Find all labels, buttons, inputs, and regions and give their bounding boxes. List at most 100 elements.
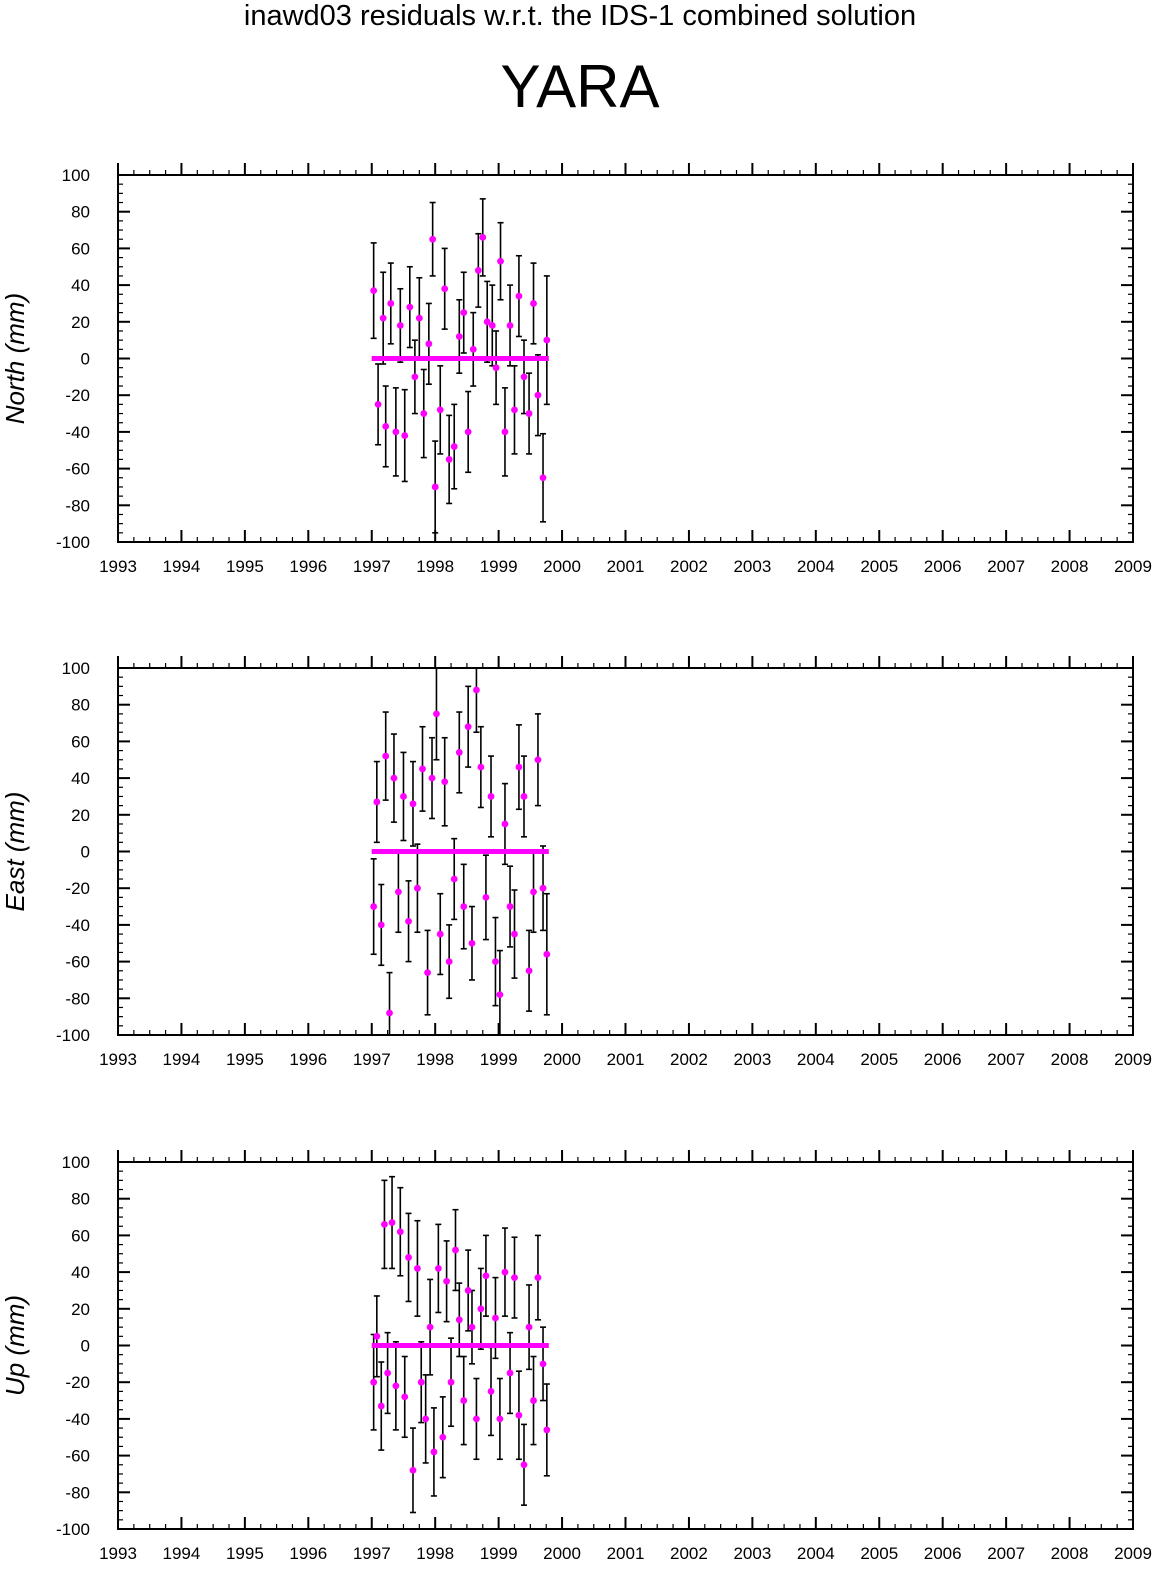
east-x-tick-label: 2000	[543, 1050, 581, 1069]
up-data-point	[396, 1228, 404, 1236]
east-data-point	[419, 765, 426, 773]
north-x-tick-label: 1993	[99, 557, 137, 576]
east-x-tick-label: 1996	[289, 1050, 327, 1069]
east-y-tick-label: 80	[71, 696, 90, 715]
up-data-point	[381, 1220, 388, 1228]
up-data-point	[388, 1219, 396, 1226]
east-data-point	[428, 774, 436, 782]
up-y-tick-label: 60	[71, 1226, 90, 1245]
up-data-point	[434, 1265, 442, 1272]
up-data-point	[392, 1382, 400, 1390]
north-data-point	[511, 406, 518, 414]
north-x-tick-label: 1999	[480, 557, 518, 576]
north-x-tick-label: 2008	[1051, 557, 1089, 576]
north-x-tick-label: 2001	[607, 557, 645, 576]
east-data-layer	[370, 668, 551, 1035]
north-x-tick-label: 2009	[1114, 557, 1152, 576]
east-data-point	[386, 1009, 393, 1017]
up-x-tick-label: 1994	[163, 1544, 201, 1563]
east-data-point	[445, 958, 453, 965]
up-data-point	[426, 1323, 434, 1331]
north-data-point	[431, 483, 439, 491]
north-data-point	[520, 373, 528, 381]
north-x-tick-label: 1995	[226, 557, 264, 576]
up-data-point	[534, 1274, 542, 1282]
up-x-tick-label: 2003	[733, 1544, 771, 1563]
north-x-tick-label: 2004	[797, 557, 835, 576]
east-y-tick-label: -80	[65, 989, 90, 1008]
east-x-tick-label: 1994	[163, 1050, 201, 1069]
east-y-tick-label: -60	[65, 953, 90, 972]
north-x-tick-label: 2006	[924, 557, 962, 576]
up-data-point	[511, 1274, 518, 1282]
north-data-point	[460, 309, 468, 317]
north-y-tick-label: -60	[65, 460, 90, 479]
north-data-point	[501, 428, 509, 436]
up-x-tick-label: 2005	[860, 1544, 898, 1563]
north-y-tick-label: -40	[65, 423, 90, 442]
east-data-point	[511, 930, 518, 938]
north-x-tick-label: 1996	[289, 557, 327, 576]
up-x-tick-label: 2009	[1114, 1544, 1152, 1563]
east-data-point	[482, 893, 490, 901]
up-x-tick-label: 2000	[543, 1544, 581, 1563]
east-data-point	[436, 930, 444, 938]
east-y-tick-label: 100	[62, 659, 90, 678]
up-panel: 1993 1994 1995 1996 1997 1998 1999 2000 2001 2002…	[0, 1150, 1152, 1563]
north-x-tick-label: 2000	[543, 557, 581, 576]
east-data-point	[394, 888, 402, 896]
east-data-point	[382, 752, 390, 760]
north-x-tick-label: 2007	[987, 557, 1025, 576]
up-x-tick-label: 1995	[226, 1544, 264, 1563]
east-data-point	[405, 917, 412, 925]
north-data-point	[445, 456, 453, 463]
north-y-tick-label: 80	[71, 203, 90, 222]
north-data-point	[374, 400, 382, 408]
up-y-tick-label: -60	[65, 1447, 90, 1466]
up-data-point	[409, 1466, 417, 1474]
up-x-tick-label: 2002	[670, 1544, 708, 1563]
up-data-point	[430, 1448, 438, 1456]
east-y-tick-label: -100	[56, 1026, 90, 1045]
up-data-point	[496, 1415, 504, 1423]
north-data-point	[415, 314, 423, 322]
north-data-point	[479, 233, 487, 241]
north-data-point	[387, 300, 395, 307]
up-x-tick-label: 1999	[480, 1544, 518, 1563]
east-data-point	[450, 875, 458, 883]
north-panel: 1993 1994 1995 1996 1997 1998 1999 2000 2001 2002…	[0, 163, 1152, 576]
up-y-tick-label: -40	[65, 1410, 90, 1429]
north-y-tick-label: 100	[62, 166, 90, 185]
east-x-tick-label: 1995	[226, 1050, 264, 1069]
up-data-point	[473, 1415, 480, 1423]
east-data-point	[424, 969, 431, 977]
east-data-point	[441, 778, 449, 786]
north-data-layer	[370, 198, 551, 534]
east-panel: 1993 1994 1995 1996 1997 1998 1999 2000 2001 2002…	[0, 656, 1152, 1069]
up-data-point	[543, 1426, 551, 1434]
east-data-point	[543, 950, 551, 958]
up-data-point	[405, 1254, 412, 1261]
up-data-point	[384, 1369, 392, 1377]
up-data-point	[455, 1316, 463, 1324]
north-data-point	[469, 345, 477, 353]
east-y-tick-label: -40	[65, 916, 90, 935]
up-y-axis-label: Up (mm)	[0, 1295, 30, 1396]
up-data-point	[370, 1378, 378, 1386]
north-x-tick-label: 1997	[353, 557, 391, 576]
east-data-point	[520, 793, 528, 800]
north-x-tick-label: 2005	[860, 557, 898, 576]
up-data-point	[506, 1369, 514, 1377]
station-name: YARA	[500, 53, 660, 120]
up-data-point	[520, 1461, 528, 1469]
north-data-point	[525, 410, 533, 417]
up-data-point	[530, 1397, 537, 1404]
east-y-axis-label: East (mm)	[0, 792, 30, 912]
north-data-point	[411, 373, 419, 381]
east-data-point	[414, 884, 421, 892]
up-data-point	[417, 1378, 425, 1386]
east-x-tick-label: 2006	[924, 1050, 962, 1069]
east-x-tick-label: 1998	[416, 1050, 454, 1069]
east-x-tick-label: 2001	[607, 1050, 645, 1069]
north-data-point	[406, 303, 414, 311]
